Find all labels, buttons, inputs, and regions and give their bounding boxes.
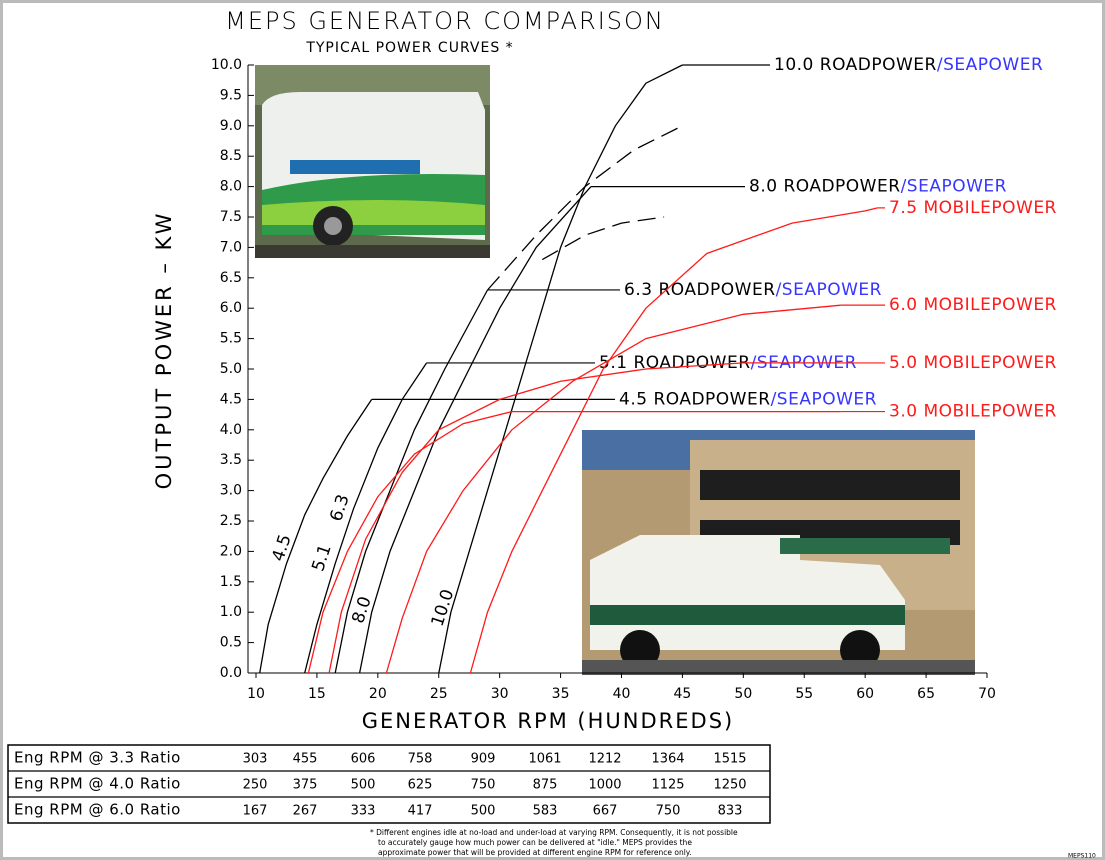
x-axis-label: GENERATOR RPM (HUNDREDS) <box>362 709 734 733</box>
y-tick-label: 2.0 <box>220 543 242 559</box>
y-tick-label: 10.0 <box>211 57 242 73</box>
y-tick-label: 7.0 <box>220 239 242 255</box>
x-tick-label: 65 <box>917 686 935 702</box>
x-tick-label: 15 <box>308 686 326 702</box>
doc-id: MEPS110 <box>1068 853 1096 860</box>
series-label: 5.0 MOBILEPOWER <box>889 353 1057 373</box>
table-cell: 1061 <box>528 752 561 767</box>
x-tick-label: 45 <box>674 686 692 702</box>
row-label: Eng RPM @ 3.3 Ratio <box>14 749 181 767</box>
row-label: Eng RPM @ 4.0 Ratio <box>14 775 181 793</box>
table-cell: 500 <box>351 778 376 793</box>
table-cell: 303 <box>243 752 268 767</box>
chart-subtitle: TYPICAL POWER CURVES * <box>305 40 513 56</box>
series-name: 6.3 ROADPOWER <box>624 280 776 300</box>
series-name: 5.1 ROADPOWER <box>599 353 751 373</box>
series-name: 8.0 ROADPOWER <box>749 177 901 197</box>
table-cell: 167 <box>243 804 268 819</box>
series-name: 6.0 MOBILEPOWER <box>889 295 1057 315</box>
series-name: 7.5 MOBILEPOWER <box>889 198 1057 218</box>
series-label: 3.0 MOBILEPOWER <box>889 402 1057 422</box>
table-cell: 455 <box>293 752 318 767</box>
table-cell: 417 <box>408 804 433 819</box>
y-tick-label: 4.0 <box>220 422 242 438</box>
x-tick-label: 25 <box>430 686 448 702</box>
table-cell: 750 <box>471 778 496 793</box>
table-cell: 1515 <box>713 752 746 767</box>
row-label: Eng RPM @ 6.0 Ratio <box>14 801 181 819</box>
table-cell: 758 <box>408 752 433 767</box>
series-label: 4.5 ROADPOWER/SEAPOWER <box>619 389 877 409</box>
x-tick-label: 40 <box>613 686 631 702</box>
series-label: 10.0 ROADPOWER/SEAPOWER <box>774 55 1043 75</box>
y-tick-label: 7.5 <box>220 209 242 225</box>
table-cell: 500 <box>471 804 496 819</box>
series-label: 8.0 ROADPOWER/SEAPOWER <box>749 177 1007 197</box>
photo-ambulance <box>582 430 975 675</box>
table-cell: 267 <box>293 804 318 819</box>
series-label: 7.5 MOBILEPOWER <box>889 198 1057 218</box>
series-name: 10.0 ROADPOWER <box>774 55 937 75</box>
page: MEPS GENERATOR COMPARISON TYPICAL POWER … <box>0 0 1105 860</box>
series-name: 4.5 ROADPOWER <box>619 389 771 409</box>
series-name-suffix: /SEAPOWER <box>776 280 882 300</box>
table-cell: 625 <box>408 778 433 793</box>
series-label: 6.0 MOBILEPOWER <box>889 295 1057 315</box>
y-tick-label: 6.0 <box>220 300 242 316</box>
table-cell: 606 <box>351 752 376 767</box>
x-tick-label: 30 <box>491 686 509 702</box>
table-cell: 909 <box>471 752 496 767</box>
x-tick-label: 55 <box>795 686 813 702</box>
y-tick-label: 8.5 <box>220 148 242 164</box>
y-tick-label: 0.0 <box>220 665 242 681</box>
table-cell: 1000 <box>588 778 621 793</box>
table-cell: 667 <box>593 804 618 819</box>
footnote: * Different engines idle at no-load and … <box>370 828 738 837</box>
y-tick-label: 0.5 <box>220 635 242 651</box>
y-tick-label: 5.0 <box>220 361 242 377</box>
chart-title: MEPS GENERATOR COMPARISON <box>225 7 665 35</box>
table-cell: 250 <box>243 778 268 793</box>
y-tick-label: 1.5 <box>220 574 242 590</box>
table-cell: 833 <box>718 804 743 819</box>
x-tick-label: 10 <box>247 686 265 702</box>
y-tick-label: 4.5 <box>220 391 242 407</box>
y-tick-label: 5.5 <box>220 331 242 347</box>
series-name-suffix: /SEAPOWER <box>901 177 1007 197</box>
x-tick-label: 70 <box>978 686 996 702</box>
table-cell: 375 <box>293 778 318 793</box>
footnote: approximate power that will be provided … <box>378 848 692 857</box>
series-name: 5.0 MOBILEPOWER <box>889 353 1057 373</box>
x-tick-label: 60 <box>856 686 874 702</box>
table-cell: 1212 <box>588 752 621 767</box>
series-name-suffix: /SEAPOWER <box>771 389 877 409</box>
series-name: 3.0 MOBILEPOWER <box>889 402 1057 422</box>
footnote: to accurately gauge how much power can b… <box>378 838 692 847</box>
y-tick-label: 9.0 <box>220 118 242 134</box>
photo-van <box>255 65 490 258</box>
table-cell: 583 <box>533 804 558 819</box>
table-cell: 1364 <box>651 752 684 767</box>
table-cell: 1125 <box>651 778 684 793</box>
table-cell: 750 <box>656 804 681 819</box>
y-tick-label: 3.5 <box>220 452 242 468</box>
x-tick-label: 35 <box>552 686 570 702</box>
y-tick-label: 1.0 <box>220 604 242 620</box>
table-cell: 875 <box>533 778 558 793</box>
y-tick-label: 6.5 <box>220 270 242 286</box>
y-tick-label: 9.5 <box>220 87 242 103</box>
y-tick-label: 3.0 <box>220 483 242 499</box>
y-tick-label: 2.5 <box>220 513 242 529</box>
x-tick-label: 50 <box>734 686 752 702</box>
y-tick-label: 8.0 <box>220 179 242 195</box>
table-cell: 333 <box>351 804 376 819</box>
series-label: 6.3 ROADPOWER/SEAPOWER <box>624 280 882 300</box>
y-axis-label: OUTPUT POWER – KW <box>152 211 176 490</box>
table-cell: 1250 <box>713 778 746 793</box>
x-tick-label: 20 <box>369 686 387 702</box>
series-name-suffix: /SEAPOWER <box>937 55 1043 75</box>
